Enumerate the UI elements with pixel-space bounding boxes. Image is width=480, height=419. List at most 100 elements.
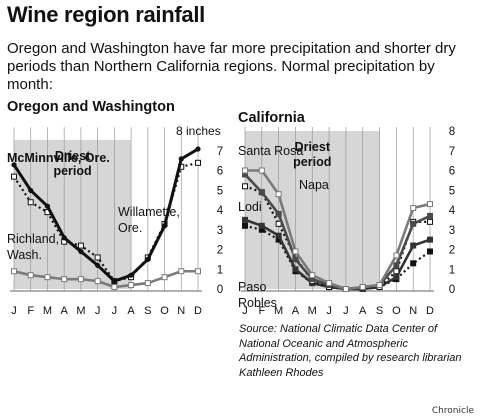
data-point [61,276,68,283]
x-tick-label: F [27,305,34,317]
data-point [195,159,201,166]
data-point [427,201,433,208]
y-tick-label: 8 [449,126,455,138]
data-point [44,203,51,209]
credit-label: Chronicle [431,406,474,416]
data-point [258,222,265,229]
x-tick-label: A [127,305,135,317]
series-label: Lodi [238,200,262,214]
data-point [393,268,400,275]
data-point [145,256,151,263]
data-point [11,173,17,180]
x-tick-label: N [409,305,417,317]
data-point [427,218,433,225]
data-point [242,183,248,190]
y-tick-label: 1 [217,264,223,276]
x-tick-label: J [95,305,101,317]
panel-title-oregon-washington: Oregon and Washington [7,99,175,115]
data-point [242,216,248,223]
x-tick-label: M [43,305,52,317]
data-point [359,284,366,291]
y-tick-label: 2 [217,245,223,257]
driest-label: period [293,155,331,169]
data-point [292,266,299,273]
data-point [292,256,299,263]
x-tick-label: D [426,305,434,317]
x-tick-label: M [274,305,283,317]
x-tick-label: A [292,305,300,317]
x-tick-label: N [177,305,185,317]
y-tick-label: 4 [217,205,224,217]
y-tick-label: 3 [449,225,455,237]
data-point [427,248,433,255]
data-point [410,242,417,249]
series-label: Napa [299,178,329,192]
y-axis-unit-label: 8 inches [176,124,221,138]
data-point [410,205,417,212]
y-tick-label: 2 [449,245,455,257]
source-note: Source: National Climatic Data Center of… [239,323,462,379]
series-label: Santa Rosa [238,144,303,158]
x-tick-label: A [359,305,367,317]
data-point [393,274,400,281]
x-tick-label: J [326,305,332,317]
y-tick-label: 0 [217,284,223,296]
x-tick-label: O [392,305,401,317]
data-point [94,254,101,261]
x-tick-label: J [242,305,248,317]
data-point [95,262,101,268]
series-label: Paso [238,280,267,294]
y-tick-label: 4 [449,205,456,217]
page-title: Wine region rainfall [7,2,205,27]
series-line [12,147,199,283]
series-label: Richland, [7,232,59,246]
x-tick-label: J [11,305,17,317]
data-point [77,276,84,283]
x-tick-label: S [144,305,151,317]
x-tick-label: M [76,305,85,317]
driest-label: Driest [295,140,331,154]
y-tick-label: 3 [217,225,223,237]
x-tick-label: J [112,305,118,317]
series-label: Ore. [118,221,142,235]
data-point [44,274,51,281]
data-point [144,280,151,287]
data-point [195,146,201,152]
data-point [342,286,349,292]
series-label: McMinnville, Ore. [7,151,110,165]
y-tick-label: 5 [449,185,455,197]
data-point [94,278,101,285]
data-point [410,220,417,227]
y-tick-label: 6 [217,166,223,178]
x-tick-label: S [376,305,383,317]
data-point [275,232,282,239]
series-label: Wash. [7,248,42,262]
data-point [61,235,67,241]
page-subtitle: Oregon and Washington have far more prec… [7,40,456,93]
x-tick-label: F [258,305,265,317]
data-point [427,236,433,243]
series-label: Willamette, [118,205,180,219]
data-point [178,156,184,162]
data-point [111,278,117,284]
x-tick-label: D [194,305,202,317]
data-point [27,272,34,279]
y-tick-label: 6 [449,166,455,178]
data-point [195,268,201,275]
data-point [28,187,34,194]
data-point [376,282,383,289]
panel-title-california: California [238,110,305,126]
series-line [245,169,431,291]
driest-period-shade-0 [14,140,132,289]
x-tick-label: J [343,305,349,317]
data-point [258,189,265,196]
data-point [275,191,282,198]
data-point [326,280,333,287]
data-point [393,252,400,259]
data-point [27,199,34,206]
data-point [128,272,134,278]
data-point [161,223,168,229]
data-point [161,274,168,281]
data-point [111,284,118,291]
